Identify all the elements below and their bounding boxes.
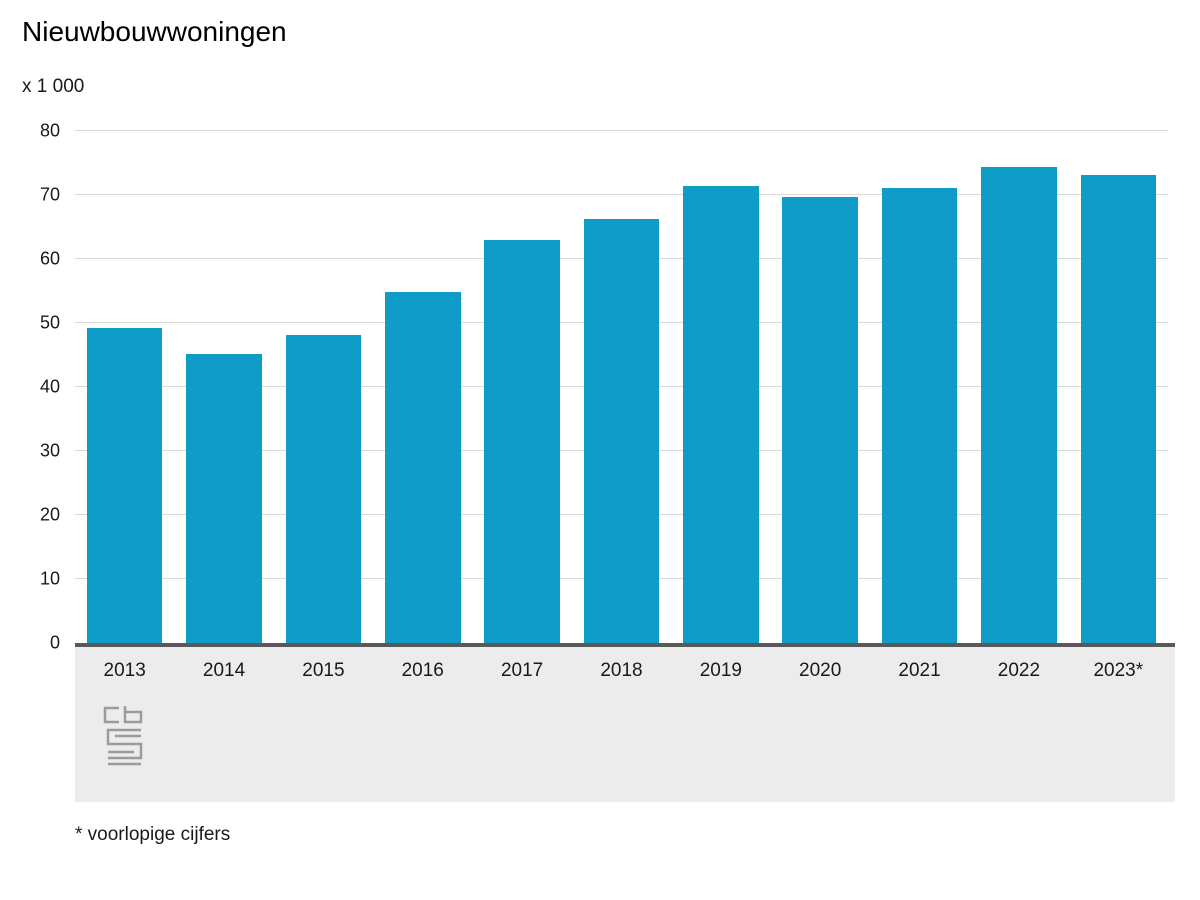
bar-2018: [583, 218, 660, 643]
x-axis-line: [75, 643, 1175, 647]
x-tick-label: 2018: [600, 660, 643, 681]
bar-slot: [671, 131, 770, 643]
y-tick-label: 40: [39, 376, 60, 397]
y-axis-unit-label: x 1 000: [22, 76, 85, 97]
x-tick-label: 2021: [898, 660, 941, 681]
bar-2020: [782, 196, 858, 643]
gridline: [75, 130, 1168, 131]
cbs-logo-icon: [100, 705, 146, 774]
chart-title: Nieuwbouwwoningen: [22, 16, 287, 47]
x-tick-label: 2023*: [1093, 660, 1144, 681]
bar-2014: [186, 354, 262, 643]
bar-slot: [75, 131, 174, 643]
plot-area: [75, 130, 1168, 643]
bar-slot: [373, 131, 472, 643]
bar-slot: [1069, 131, 1168, 643]
bar-2021: [881, 187, 958, 643]
gridline: [75, 194, 1168, 195]
x-tick-label: 2017: [500, 660, 544, 681]
x-tick-label: 2020: [799, 660, 842, 681]
footnote: * voorlopige cijfers: [75, 824, 231, 845]
x-tick-label: 2016: [401, 660, 444, 681]
bar-slot: [572, 131, 671, 643]
bar-2023: [1080, 174, 1157, 643]
x-axis-labels: 2013 2014 2015 2016 2017 2018 2019 2020 2021 2022…: [75, 647, 1168, 682]
bar-slot: [174, 131, 273, 643]
y-tick-label: 70: [39, 184, 60, 205]
bar-slot: [870, 131, 969, 643]
y-tick-label: 20: [39, 504, 60, 525]
bar-2013: [86, 328, 163, 643]
bar-2016: [385, 292, 461, 643]
y-tick-label: 50: [39, 312, 60, 333]
x-tick-label: 2019: [699, 660, 742, 681]
bar-2015: [285, 334, 362, 643]
x-tick-label: 2014: [202, 660, 246, 681]
y-tick-label: 0: [49, 632, 60, 653]
x-axis-band: 2013 2014 2015 2016 2017 2018 2019 2020 2021 2022…: [75, 647, 1175, 802]
bar-2017: [484, 240, 560, 643]
y-tick-label: 80: [39, 120, 60, 141]
y-tick-label: 60: [39, 248, 60, 269]
y-tick-label: 10: [39, 568, 60, 589]
bar-2019: [683, 186, 759, 643]
bars: [75, 131, 1168, 643]
bar-slot: [969, 131, 1068, 643]
x-tick-label: 2015: [302, 660, 345, 681]
x-tick-label: 2022: [997, 660, 1041, 681]
bar-slot: [274, 131, 373, 643]
y-tick-label: 30: [39, 440, 60, 461]
bar-slot: [771, 131, 870, 643]
bar-2022: [981, 166, 1057, 643]
x-tick-label: 2013: [103, 660, 146, 681]
y-axis-labels: 0 10 20 30 40 50 60 70 80: [18, 121, 60, 653]
bar-slot: [472, 131, 571, 643]
